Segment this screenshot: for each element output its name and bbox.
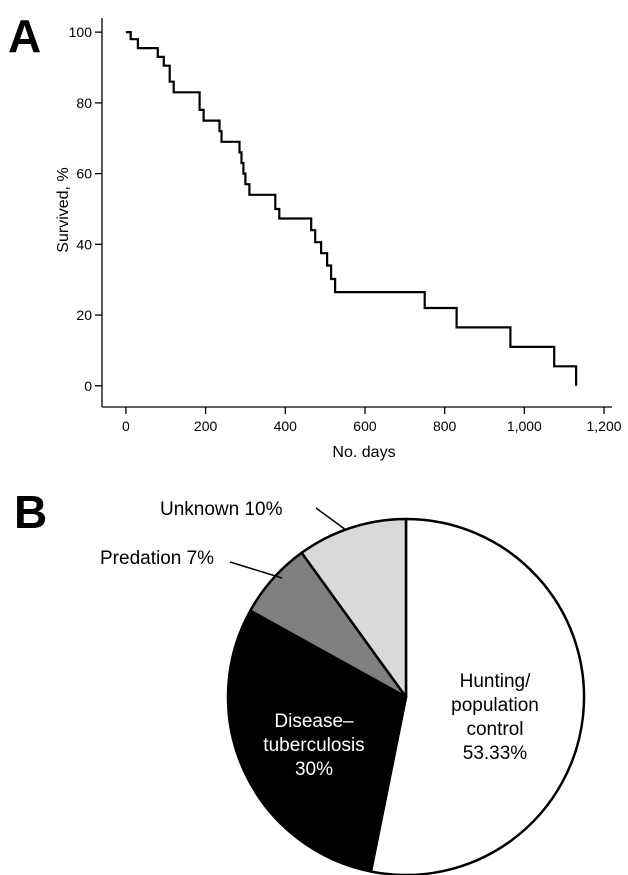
x-tick-label: 1,200 bbox=[587, 418, 622, 434]
x-ticks: 0 200 400 600 800 1,000 1,200 bbox=[122, 407, 622, 434]
x-tick-label: 800 bbox=[433, 418, 457, 434]
y-ticks: 0 20 40 60 80 100 bbox=[69, 24, 102, 394]
slice-label-line: Predation 7% bbox=[100, 548, 214, 569]
y-tick-label: 80 bbox=[76, 95, 92, 111]
slice-label-line: control bbox=[466, 719, 523, 740]
slice-label: Disease– tuberculosis 30% bbox=[263, 711, 364, 780]
panel-b-label: B bbox=[14, 486, 47, 538]
slice-label-line: 53.33% bbox=[463, 743, 528, 764]
slice-label-line: Disease– bbox=[274, 711, 354, 732]
survival-chart: 0 20 40 60 80 100 0 200 400 600 800 1,000 1,200 No.… bbox=[55, 18, 622, 461]
y-tick-label: 20 bbox=[76, 307, 92, 323]
slice-label-line: 30% bbox=[295, 759, 333, 780]
slice-hunting bbox=[369, 517, 586, 875]
y-tick-label: 60 bbox=[76, 166, 92, 182]
slice-label-line: Hunting/ bbox=[460, 671, 531, 692]
x-tick-label: 600 bbox=[353, 418, 377, 434]
y-tick-label: 0 bbox=[84, 378, 92, 394]
cause-of-death-pie: Hunting/population control 53.33% Disease– t… bbox=[100, 499, 586, 875]
leader-line bbox=[315, 507, 347, 531]
slice-label-line: population bbox=[451, 695, 539, 716]
slice-label: Hunting/population control 53.33% bbox=[451, 671, 539, 764]
survival-step-line bbox=[125, 31, 578, 386]
slice-label-line: tuberculosis bbox=[263, 735, 364, 756]
y-tick-label: 100 bbox=[69, 24, 93, 40]
slice-label: Unknown 10% bbox=[160, 499, 283, 520]
y-axis-title: Survived, % bbox=[55, 167, 72, 252]
x-tick-label: 1,000 bbox=[507, 418, 542, 434]
slice-disease bbox=[226, 609, 408, 873]
slice-label: Predation 7% bbox=[100, 548, 214, 569]
slice-unknown bbox=[300, 517, 408, 699]
slice-label-line: Unknown 10% bbox=[160, 499, 283, 520]
leader-line bbox=[229, 561, 283, 579]
x-tick-label: 400 bbox=[274, 418, 298, 434]
x-tick-label: 0 bbox=[122, 418, 130, 434]
x-tick-label: 200 bbox=[194, 418, 218, 434]
x-axis-title: No. days bbox=[332, 444, 395, 461]
panel-a-label: A bbox=[8, 10, 41, 62]
y-tick-label: 40 bbox=[76, 236, 92, 252]
